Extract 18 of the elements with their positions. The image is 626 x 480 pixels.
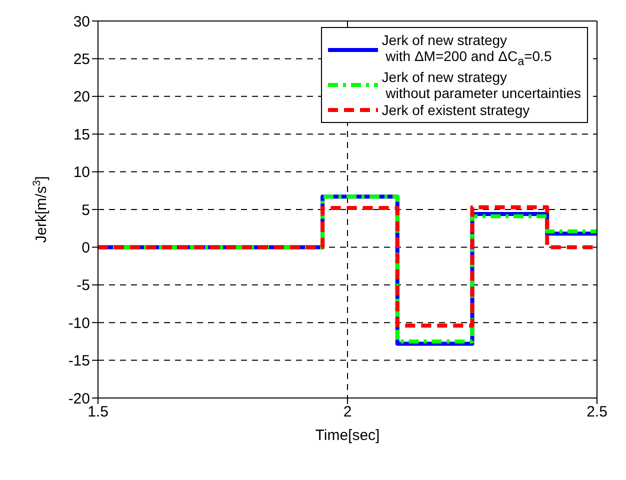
y-tick-label: -5 <box>76 277 90 294</box>
y-tick-label: -20 <box>68 390 90 408</box>
y-tick-label: 0 <box>82 240 90 257</box>
x-tick-label: 2.5 <box>586 404 608 421</box>
x-axis-title: Time[sec] <box>315 427 380 444</box>
legend-label: Jerk of existent strategy <box>382 102 530 118</box>
x-tick-label: 2 <box>343 404 352 421</box>
legend-label: Jerk of new strategy with ΔM=200 and ΔC$_{a}$=0.5 <box>382 32 552 68</box>
y-tick-label: -15 <box>68 352 90 370</box>
y-tick-label: 15 <box>73 126 90 144</box>
y-tick-label: 5 <box>82 202 90 219</box>
x-tick-label: 1.5 <box>88 404 108 421</box>
y-tick-label: 30 <box>73 13 90 30</box>
y-tick-label: 20 <box>73 88 90 106</box>
legend-label: Jerk of new strategy without parameter uncertainties <box>382 68 581 101</box>
y-tick-label: 10 <box>73 164 90 182</box>
y-tick-label: 25 <box>73 51 90 68</box>
y-tick-label: -10 <box>68 314 90 332</box>
